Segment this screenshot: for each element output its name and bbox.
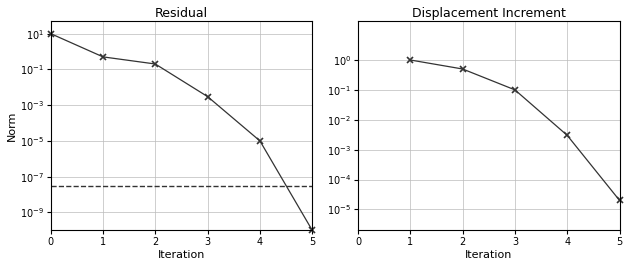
Title: Displacement Increment: Displacement Increment bbox=[412, 7, 566, 20]
X-axis label: Iteration: Iteration bbox=[465, 250, 512, 260]
Y-axis label: Norm: Norm bbox=[7, 111, 17, 141]
X-axis label: Iteration: Iteration bbox=[158, 250, 205, 260]
Title: Residual: Residual bbox=[155, 7, 208, 20]
